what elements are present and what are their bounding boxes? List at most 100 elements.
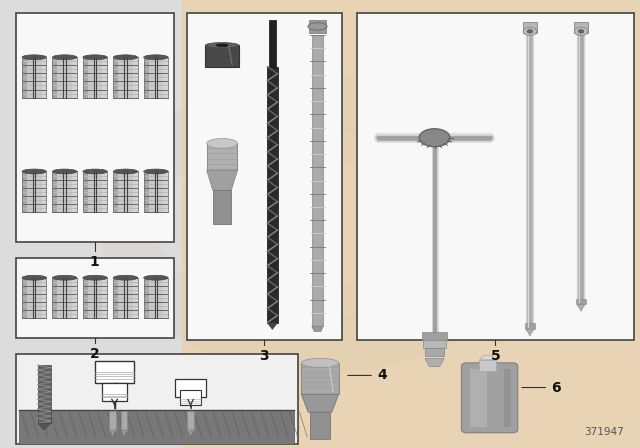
Bar: [22, 278, 47, 318]
Bar: [144, 172, 148, 212]
Polygon shape: [121, 430, 127, 437]
Polygon shape: [479, 355, 496, 360]
Polygon shape: [207, 170, 237, 190]
Bar: [132, 278, 138, 318]
Bar: [22, 57, 27, 98]
Bar: [0, 0, 182, 448]
Bar: [207, 143, 237, 170]
Bar: [357, 13, 634, 340]
Bar: [52, 278, 58, 318]
Bar: [301, 363, 339, 394]
Bar: [42, 57, 46, 98]
Bar: [312, 35, 323, 326]
Bar: [83, 278, 88, 318]
Bar: [113, 57, 118, 98]
Bar: [309, 20, 326, 33]
Polygon shape: [38, 423, 51, 430]
Bar: [83, 172, 88, 212]
Bar: [72, 172, 77, 212]
Bar: [113, 172, 138, 212]
Bar: [144, 172, 168, 212]
Ellipse shape: [308, 23, 327, 30]
Polygon shape: [578, 305, 584, 311]
Bar: [144, 278, 168, 318]
Bar: [42, 278, 46, 318]
Bar: [52, 57, 77, 98]
Polygon shape: [527, 329, 533, 336]
Bar: [113, 278, 138, 318]
Bar: [144, 57, 168, 98]
Polygon shape: [425, 358, 444, 366]
Bar: [16, 354, 298, 444]
Ellipse shape: [301, 358, 339, 367]
Bar: [187, 13, 342, 340]
Polygon shape: [188, 430, 194, 437]
Ellipse shape: [22, 55, 47, 60]
Polygon shape: [312, 326, 323, 332]
Bar: [16, 13, 174, 242]
Bar: [102, 172, 108, 212]
Bar: [102, 278, 108, 318]
Bar: [188, 411, 194, 431]
Ellipse shape: [575, 27, 588, 35]
Ellipse shape: [83, 276, 108, 280]
Bar: [52, 278, 77, 318]
Text: 1: 1: [90, 255, 100, 269]
Bar: [425, 348, 444, 356]
Bar: [163, 172, 168, 212]
Ellipse shape: [113, 276, 138, 280]
Ellipse shape: [52, 55, 77, 60]
Bar: [182, 0, 640, 448]
Ellipse shape: [216, 44, 228, 47]
Polygon shape: [268, 323, 278, 329]
Text: 3: 3: [259, 349, 269, 363]
Ellipse shape: [144, 169, 168, 174]
Bar: [72, 57, 77, 98]
Bar: [180, 390, 202, 405]
Bar: [470, 369, 486, 427]
Bar: [52, 57, 58, 98]
Bar: [22, 57, 47, 98]
Ellipse shape: [22, 276, 47, 280]
Text: 2: 2: [90, 347, 100, 361]
Polygon shape: [109, 430, 116, 437]
Bar: [95, 361, 134, 383]
Bar: [22, 172, 47, 212]
Text: 371947: 371947: [584, 427, 624, 437]
Bar: [310, 412, 330, 439]
Bar: [144, 278, 148, 318]
Ellipse shape: [419, 129, 450, 146]
Bar: [575, 22, 588, 33]
Ellipse shape: [144, 276, 168, 280]
FancyBboxPatch shape: [461, 363, 518, 433]
Ellipse shape: [113, 55, 138, 60]
Ellipse shape: [52, 169, 77, 174]
Bar: [83, 57, 108, 98]
Bar: [121, 411, 127, 431]
Bar: [109, 411, 116, 431]
Ellipse shape: [144, 55, 168, 60]
Bar: [163, 278, 168, 318]
Bar: [423, 340, 446, 348]
Bar: [422, 332, 447, 340]
Bar: [19, 410, 294, 444]
Bar: [52, 172, 58, 212]
Text: 6: 6: [522, 380, 561, 395]
Ellipse shape: [524, 27, 536, 35]
Bar: [102, 383, 127, 401]
Ellipse shape: [83, 169, 108, 174]
Text: 4: 4: [348, 368, 387, 383]
Ellipse shape: [22, 169, 47, 174]
Bar: [83, 57, 88, 98]
Text: 5: 5: [490, 349, 500, 363]
Bar: [22, 278, 27, 318]
Bar: [269, 20, 276, 66]
Bar: [22, 172, 27, 212]
Ellipse shape: [52, 276, 77, 280]
Bar: [213, 190, 231, 224]
Ellipse shape: [578, 30, 584, 33]
Bar: [175, 379, 206, 397]
Bar: [132, 57, 138, 98]
Polygon shape: [301, 394, 339, 412]
Bar: [83, 172, 108, 212]
